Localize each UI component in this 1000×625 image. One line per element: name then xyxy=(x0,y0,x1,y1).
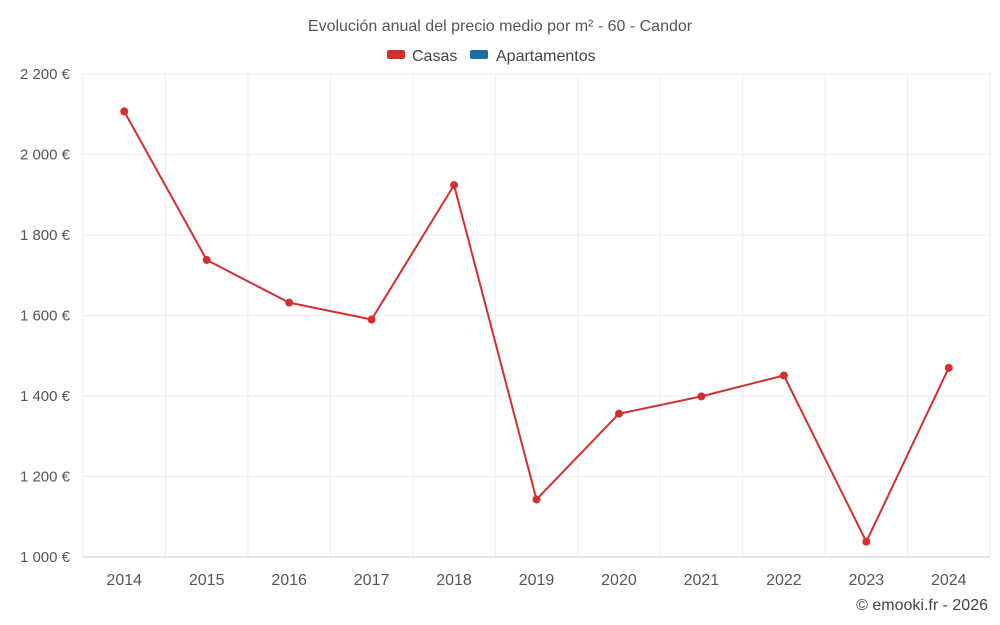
credit-text: © emooki.fr - 2026 xyxy=(856,597,988,614)
x-tick-label: 2020 xyxy=(601,572,637,589)
x-tick-label: 2022 xyxy=(766,572,802,589)
y-tick-label: 1 800 € xyxy=(20,227,71,244)
x-tick-label: 2014 xyxy=(106,572,142,589)
x-tick-label: 2017 xyxy=(354,572,390,589)
legend[interactable]: Casas Apartamentos xyxy=(387,48,596,65)
y-tick-label: 2 000 € xyxy=(20,147,71,164)
x-axis-ticks: 2014 2015 2016 2017 2018 2019 2020 2021 2022 2023… xyxy=(106,572,966,589)
x-tick-label: 2015 xyxy=(189,572,225,589)
x-tick-label: 2024 xyxy=(931,572,967,589)
data-point[interactable] xyxy=(120,107,129,116)
x-gridlines xyxy=(82,74,991,557)
data-point[interactable] xyxy=(862,537,871,546)
series-points xyxy=(120,107,953,546)
data-point[interactable] xyxy=(614,409,623,418)
x-tick-label: 2019 xyxy=(519,572,555,589)
data-point[interactable] xyxy=(285,298,294,307)
x-tick-label: 2016 xyxy=(271,572,307,589)
chart-title: Evolución anual del precio medio por m² … xyxy=(308,18,693,35)
data-point[interactable] xyxy=(202,255,211,264)
legend-swatch-apartamentos xyxy=(470,50,488,59)
y-tick-label: 1 200 € xyxy=(20,469,71,486)
x-tick-label: 2023 xyxy=(849,572,885,589)
data-point[interactable] xyxy=(697,392,706,401)
x-tick-label: 2018 xyxy=(436,572,472,589)
data-point[interactable] xyxy=(944,363,953,372)
data-point[interactable] xyxy=(367,315,376,324)
legend-swatch-casas xyxy=(387,50,405,59)
y-gridlines xyxy=(83,73,990,477)
legend-label-casas[interactable]: Casas xyxy=(412,48,457,65)
y-tick-label: 1 600 € xyxy=(20,308,71,325)
data-point[interactable] xyxy=(779,371,788,380)
x-tick-label: 2021 xyxy=(684,572,720,589)
data-point[interactable] xyxy=(450,181,459,190)
legend-label-apartamentos[interactable]: Apartamentos xyxy=(496,48,596,65)
y-tick-label: 1 400 € xyxy=(20,388,71,405)
y-tick-label: 2 200 € xyxy=(20,66,71,83)
data-point[interactable] xyxy=(532,495,541,504)
y-axis-ticks: 1 000 € 1 200 € 1 400 € 1 600 € 1 800 € 2 000… xyxy=(20,66,71,566)
y-tick-label: 1 000 € xyxy=(20,549,71,566)
